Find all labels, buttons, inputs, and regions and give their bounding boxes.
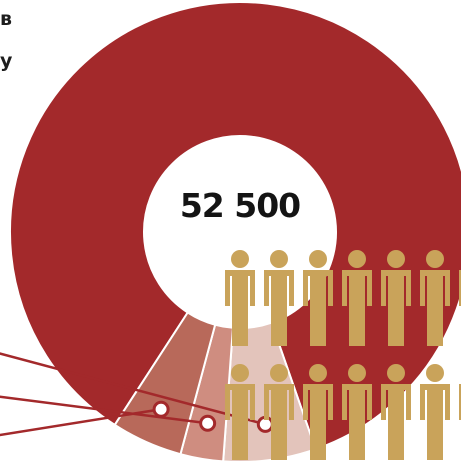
person-icon	[381, 364, 411, 460]
donut-slice-1	[9, 1, 461, 451]
callout-line-3	[0, 407, 162, 437]
person-icon	[303, 250, 333, 346]
person-icon	[264, 250, 294, 346]
people-icon-grid	[225, 250, 461, 460]
callout-dot-2	[199, 414, 217, 432]
callout-dot-3	[152, 400, 170, 418]
person-icon	[342, 250, 372, 346]
callout-line-2	[0, 395, 208, 425]
headline-fragment-2: у	[0, 50, 13, 72]
headline-fragment-1: в	[0, 8, 13, 30]
person-icon	[420, 250, 450, 346]
person-icon	[225, 364, 255, 460]
person-icon	[342, 364, 372, 460]
person-icon	[381, 250, 411, 346]
person-icon	[264, 364, 294, 460]
person-icon	[420, 364, 450, 460]
total-value-label: 52 500	[179, 186, 301, 225]
person-icon	[225, 250, 255, 346]
donut-hole	[144, 136, 336, 328]
person-icon	[303, 364, 333, 460]
callout-line-1	[0, 352, 266, 426]
